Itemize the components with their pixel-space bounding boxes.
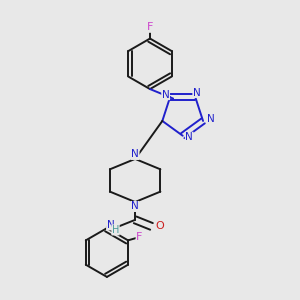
Text: N: N [162, 90, 170, 100]
Text: N: N [131, 202, 139, 212]
Text: N: N [106, 220, 114, 230]
Text: F: F [136, 232, 142, 242]
Text: N: N [185, 132, 193, 142]
Text: F: F [147, 22, 153, 32]
Text: N: N [193, 88, 201, 98]
Text: O: O [155, 221, 164, 231]
Text: N: N [207, 115, 214, 124]
Text: N: N [131, 149, 139, 160]
Text: H: H [112, 225, 119, 235]
